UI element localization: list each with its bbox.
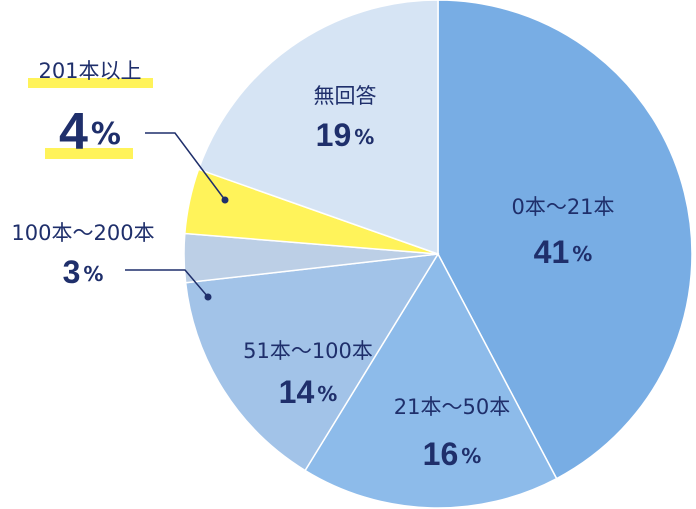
pie-slice [437,0,693,480]
value-number: 3 [63,254,81,290]
value-label: 19% [316,117,375,153]
value-number: 14 [279,374,315,410]
pie-slice [184,253,440,472]
value-label: 3% [63,254,104,290]
highlight [45,148,133,159]
value-unit: % [83,262,103,286]
value-unit: % [317,382,337,406]
leader-dot [204,293,212,301]
slice-label: 51本～100本 [243,339,373,363]
value-unit: % [354,125,374,149]
pie-slice [197,0,439,256]
value-number: 41 [534,234,570,270]
value-label: 16% [423,436,482,472]
value-unit: % [572,242,592,266]
slice-label: 無回答 [314,84,377,108]
slice-label: 0本～21本 [511,195,614,219]
slice-label: 201本以上 [38,59,141,83]
leader-line [125,269,209,298]
slice-label: 21本～50本 [394,395,510,419]
highlight [28,78,153,88]
value-number: 19 [316,117,352,153]
leader-dot [221,196,229,204]
slice-label: 100本～200本 [11,221,154,245]
value-unit: % [91,117,121,152]
value-label: 14% [279,374,338,410]
leader-line [145,132,226,201]
value-number: 4 [59,103,88,161]
value-label: 4% [59,103,121,161]
pie-slice [304,252,558,509]
value-number: 16 [423,436,459,472]
value-unit: % [461,444,481,468]
value-label: 41% [534,234,593,270]
